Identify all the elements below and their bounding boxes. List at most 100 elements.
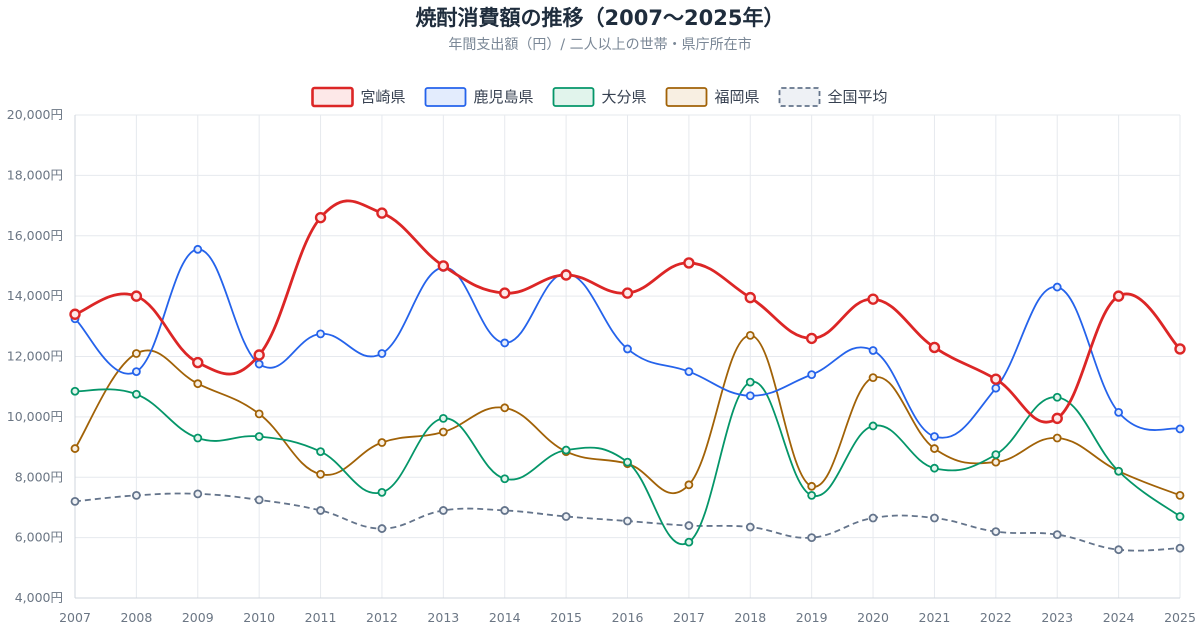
legend-label: 大分県	[602, 88, 647, 106]
data-point	[499, 287, 511, 299]
data-point	[930, 513, 939, 523]
data-point	[1052, 433, 1062, 443]
data-point	[930, 432, 939, 441]
data-point	[561, 445, 571, 455]
data-point	[316, 329, 325, 339]
x-tick-label: 2023	[1041, 610, 1073, 625]
data-point	[991, 383, 1001, 393]
data-point	[684, 480, 694, 490]
x-tick-label: 2016	[612, 610, 644, 625]
data-point	[684, 537, 694, 547]
legend-label: 福岡県	[715, 88, 760, 106]
x-tick-label: 2017	[673, 610, 705, 625]
x-tick-label: 2015	[550, 610, 582, 625]
y-tick-label: 20,000円	[7, 107, 63, 122]
data-point	[1174, 343, 1186, 355]
data-point	[70, 496, 80, 506]
data-point	[930, 463, 939, 473]
data-point	[70, 444, 80, 453]
data-point	[254, 359, 264, 369]
data-point	[438, 427, 448, 437]
data-point	[131, 490, 141, 500]
data-point	[254, 409, 264, 419]
data-point	[744, 291, 756, 304]
data-point	[253, 349, 265, 361]
data-point	[316, 506, 325, 515]
y-tick-label: 10,000円	[7, 409, 63, 424]
data-point	[621, 287, 634, 299]
data-point	[1052, 530, 1062, 540]
data-point	[745, 391, 755, 401]
data-point	[1114, 407, 1124, 417]
data-point	[1175, 424, 1185, 434]
data-point	[1175, 543, 1185, 553]
data-point	[316, 469, 325, 479]
data-point	[930, 444, 939, 453]
data-point	[623, 457, 632, 467]
y-tick-label: 6,000円	[15, 530, 63, 545]
data-point	[500, 506, 510, 515]
data-point	[193, 489, 203, 499]
legend-label: 宮崎県	[361, 88, 406, 106]
data-point	[69, 308, 81, 320]
data-point	[561, 512, 571, 521]
legend-swatch	[778, 87, 821, 107]
data-point	[991, 527, 1001, 536]
data-point	[131, 389, 141, 399]
x-tick-label: 2021	[919, 610, 951, 625]
legend-swatch	[665, 87, 708, 107]
x-tick-label: 2009	[182, 610, 214, 625]
data-point	[193, 244, 203, 254]
data-point	[377, 438, 387, 447]
data-point	[867, 293, 879, 305]
data-point	[437, 260, 450, 272]
data-point	[623, 344, 632, 354]
x-tick-label: 2022	[980, 610, 1012, 625]
data-point	[991, 450, 1001, 460]
data-point	[1175, 512, 1185, 521]
data-point	[500, 338, 510, 348]
legend-label: 全国平均	[828, 88, 888, 106]
data-point	[1175, 490, 1185, 500]
data-point	[438, 413, 448, 423]
data-point	[868, 421, 878, 431]
x-tick-label: 2020	[857, 610, 889, 625]
legend-swatch	[552, 87, 595, 107]
y-tick-label: 4,000円	[15, 590, 63, 605]
data-point	[1114, 545, 1124, 555]
legend-swatch	[424, 87, 467, 107]
legend-label: 鹿児島県	[474, 88, 534, 106]
legend-swatch	[311, 86, 354, 108]
data-point	[1052, 392, 1062, 402]
x-tick-label: 2019	[796, 610, 828, 625]
data-point	[805, 332, 818, 345]
data-point	[377, 349, 387, 358]
data-point	[377, 487, 387, 497]
x-tick-label: 2010	[243, 610, 275, 625]
data-point	[807, 490, 817, 500]
x-tick-label: 2008	[120, 610, 152, 625]
data-point	[192, 356, 204, 369]
data-point	[745, 330, 755, 340]
x-tick-label: 2012	[366, 610, 398, 625]
data-point	[807, 533, 817, 543]
data-point	[684, 367, 694, 376]
data-point	[70, 386, 80, 396]
x-tick-label: 2014	[489, 610, 521, 625]
data-point	[1114, 466, 1124, 476]
data-point	[500, 403, 510, 413]
y-tick-label: 16,000円	[7, 228, 63, 243]
data-point	[807, 481, 817, 491]
chart-title: 焼酎消費額の推移（2007〜2025年）	[415, 6, 785, 30]
x-tick-label: 2024	[1103, 610, 1135, 625]
data-point	[560, 269, 572, 281]
data-point	[745, 377, 755, 387]
data-point	[314, 211, 327, 224]
data-point	[928, 341, 941, 354]
data-point	[500, 474, 510, 484]
data-point	[254, 432, 264, 441]
x-tick-label: 2007	[59, 610, 91, 625]
data-point	[1052, 282, 1062, 292]
x-tick-label: 2011	[305, 610, 337, 625]
